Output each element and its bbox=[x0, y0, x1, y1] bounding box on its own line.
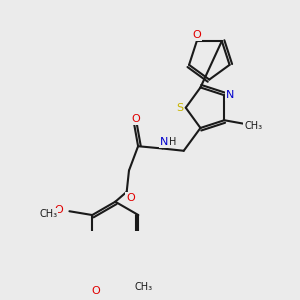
Text: O: O bbox=[131, 114, 140, 124]
Text: O: O bbox=[126, 193, 135, 203]
Text: H: H bbox=[169, 137, 177, 147]
Text: O: O bbox=[192, 30, 201, 40]
Text: N: N bbox=[226, 90, 235, 100]
Text: O: O bbox=[54, 206, 63, 215]
Text: CH₃: CH₃ bbox=[244, 121, 262, 130]
Text: CH₃: CH₃ bbox=[39, 208, 57, 218]
Text: CH₃: CH₃ bbox=[134, 282, 152, 292]
Text: N: N bbox=[160, 137, 168, 147]
Text: O: O bbox=[91, 286, 100, 296]
Text: S: S bbox=[176, 103, 183, 113]
